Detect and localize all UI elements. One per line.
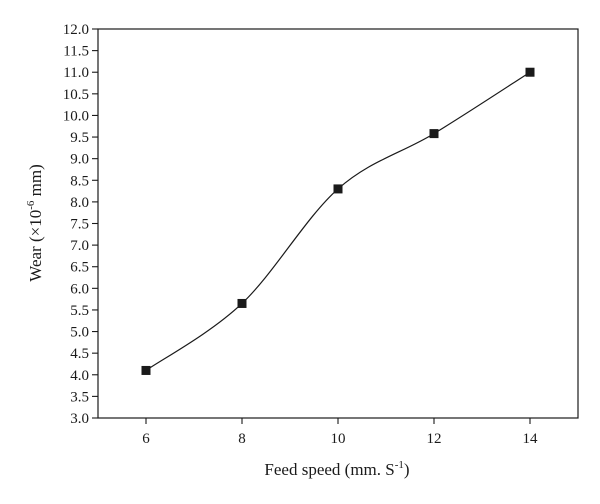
plot-frame — [97, 28, 579, 419]
series-line — [145, 71, 531, 371]
x-axis-title-end: ) — [404, 460, 410, 479]
y-tick-label: 9.0 — [70, 152, 89, 168]
y-tick-label: 10.5 — [63, 87, 89, 103]
x-tick-label: 14 — [523, 431, 539, 447]
y-axis-title-end: mm) — [26, 164, 45, 200]
x-tick-label: 10 — [331, 431, 346, 447]
y-tick-label: 11.0 — [63, 65, 89, 81]
x-axis-title-superscript: -1 — [395, 459, 404, 471]
data-point — [333, 184, 343, 194]
y-tick-label: 5.0 — [70, 325, 89, 341]
y-tick-label: 10.0 — [63, 108, 89, 124]
x-axis-title: Feed speed (mm. S-1) — [264, 459, 409, 479]
data-point — [141, 365, 151, 375]
y-tick-label: 7.0 — [70, 238, 89, 254]
x-axis-title-main: Feed speed (mm. S — [264, 460, 394, 479]
y-tick-label: 12.0 — [63, 22, 89, 38]
x-tick-label: 12 — [427, 431, 442, 447]
series-markers — [141, 67, 535, 375]
y-tick-label: 3.5 — [70, 389, 89, 405]
y-tick-label: 6.5 — [70, 260, 89, 276]
y-tick-label: 7.5 — [70, 217, 89, 233]
y-tick-label: 3.0 — [70, 411, 89, 427]
data-point — [429, 129, 439, 139]
x-tick-label: 6 — [142, 431, 150, 447]
y-tick-label: 8.5 — [70, 173, 89, 189]
data-point — [237, 298, 247, 308]
data-point — [525, 67, 535, 77]
y-tick-label: 11.5 — [63, 44, 89, 60]
y-tick-label: 4.5 — [70, 346, 89, 362]
y-axis-title-superscript: -6 — [25, 200, 37, 210]
y-axis-title-main: Wear (×10 — [26, 210, 45, 282]
y-tick-label: 4.0 — [70, 368, 89, 384]
y-tick-label: 8.0 — [70, 195, 89, 211]
x-tick-label: 8 — [238, 431, 246, 447]
y-axis-title: Wear (×10-6 mm) — [25, 164, 45, 281]
y-tick-label: 6.0 — [70, 281, 89, 297]
y-axis-ticks: 3.0 3.5 4.0 4.5 5.0 5.5 6.0 6.5 7.0 7.5 8.0 8.5 9.0 9… — [63, 22, 98, 427]
y-tick-label: 9.5 — [70, 130, 89, 146]
x-axis-ticks: 6 8 10 12 14 — [142, 418, 538, 447]
y-tick-label: 5.5 — [70, 303, 89, 319]
